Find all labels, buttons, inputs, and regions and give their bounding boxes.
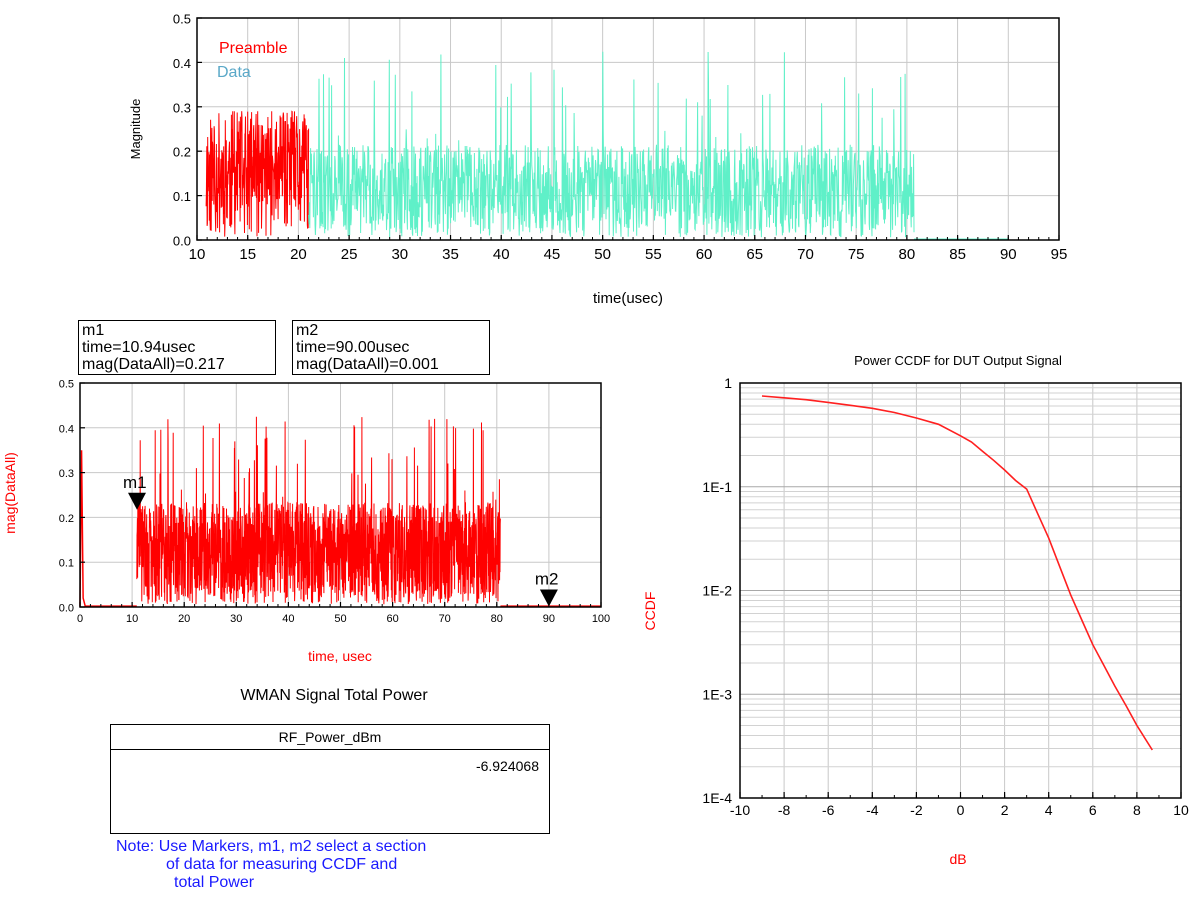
- y-tick-label: 0.1: [173, 189, 191, 204]
- x-tick-label: 40: [282, 613, 294, 625]
- marker-m2-readout-mag: mag(DataAll)=0.001: [296, 356, 439, 373]
- marker-m1-readout-name: m1: [82, 322, 105, 339]
- y-tick-label: 0.5: [59, 379, 74, 391]
- x-tick-label: -8: [778, 802, 791, 818]
- note-line-1: Note: Use Markers, m1, m2 select a secti…: [116, 838, 427, 855]
- x-tick-label: 4: [1045, 802, 1053, 818]
- x-tick-label: 40: [493, 246, 510, 263]
- x-tick-label: 100: [592, 613, 610, 625]
- marker-m2-readout-name: m2: [296, 322, 319, 339]
- marker-note: Note: Use Markers, m1, m2 select a secti…: [110, 838, 570, 892]
- series-leading-segment: [79, 450, 137, 607]
- y-tick-label: 0.2: [173, 145, 191, 160]
- y-tick-label: 0.0: [173, 234, 191, 249]
- x-tick-label: 60: [386, 613, 398, 625]
- chart-1-magnitude-vs-time: 10 15 20 25 30 35 40 45 50 55 60 65 70 75 80 85 90 95 0.0 0…: [128, 12, 1067, 308]
- x-tick-label: 65: [746, 246, 763, 263]
- x-tick-label: 90: [543, 613, 555, 625]
- x-tick-label: 85: [949, 246, 966, 263]
- chart-3-y-axis-label: CCDF: [642, 592, 658, 631]
- note-line-2: of data for measuring CCDF and: [166, 856, 398, 873]
- power-table-title: WMAN Signal Total Power: [240, 687, 428, 704]
- y-tick-label: 0.0: [59, 603, 74, 615]
- x-tick-label: 50: [594, 246, 611, 263]
- x-tick-label: 75: [848, 246, 865, 263]
- marker-m1-label: m1: [123, 473, 147, 492]
- chart-1-plot-frame: [196, 17, 1060, 241]
- marker-m1-triangle: [127, 492, 146, 510]
- x-tick-label: 0: [957, 802, 965, 818]
- x-tick-label: 90: [1000, 246, 1017, 263]
- x-tick-label: 30: [230, 613, 242, 625]
- chart-2-magdataall-vs-time: 0 10 20 30 40 50 60 70 80 90 100 0.0 0.1 0.2 0.3 0.4 0.5…: [2, 379, 610, 665]
- chart-2-y-axis-label: mag(DataAll): [2, 452, 18, 534]
- y-tick-label: 0.1: [59, 558, 74, 570]
- y-tick-label: 1E-3: [702, 686, 732, 702]
- chart-1-x-axis-label: time(usec): [593, 290, 663, 307]
- x-tick-label: 80: [491, 613, 503, 625]
- x-tick-label: -4: [866, 802, 879, 818]
- ccdf-curve: [761, 395, 1153, 751]
- y-tick-label: 0.2: [59, 513, 74, 525]
- marker-m2-triangle: [539, 589, 558, 607]
- x-tick-label: 10: [126, 613, 138, 625]
- x-tick-label: -6: [822, 802, 835, 818]
- x-tick-label: 30: [391, 246, 408, 263]
- power-table-value: -6.924068: [475, 758, 539, 774]
- x-tick-label: 2: [1001, 802, 1009, 818]
- y-tick-label: 1E-1: [702, 479, 732, 495]
- x-tick-label: 50: [334, 613, 346, 625]
- marker-m2-label: m2: [535, 570, 559, 589]
- note-line-3: total Power: [174, 874, 255, 891]
- chart-3-x-axis-label: dB: [949, 851, 966, 867]
- y-tick-label: 1: [724, 375, 732, 391]
- x-tick-label: 8: [1133, 802, 1141, 818]
- x-tick-label: -10: [730, 802, 750, 818]
- marker-m1-readout-mag: mag(DataAll)=0.217: [82, 356, 225, 373]
- x-tick-label: 35: [442, 246, 459, 263]
- y-tick-label: 0.4: [59, 423, 74, 435]
- series-data-line: [308, 51, 915, 238]
- legend-preamble-label: Preamble: [219, 40, 288, 57]
- chart-3-power-ccdf: Power CCDF for DUT Output Signal -10 -8 -6…: [642, 353, 1189, 867]
- y-tick-label: 0.3: [173, 100, 191, 115]
- x-tick-label: 80: [899, 246, 916, 263]
- marker-m2-readout-time: time=90.00usec: [296, 339, 410, 356]
- chart-2-x-axis-label: time, usec: [308, 648, 372, 664]
- marker-m2-readout: m2 time=90.00usec mag(DataAll)=0.001: [292, 320, 490, 375]
- y-tick-label: 0.4: [173, 56, 191, 71]
- x-tick-label: 10: [1173, 802, 1189, 818]
- x-tick-label: 70: [797, 246, 814, 263]
- marker-m1-readout-time: time=10.94usec: [82, 339, 196, 356]
- legend-data-label: Data: [217, 64, 251, 81]
- x-tick-label: 20: [178, 613, 190, 625]
- chart-1-y-axis-label: Magnitude: [128, 99, 143, 160]
- x-tick-label: 55: [645, 246, 662, 263]
- y-tick-label: 0.3: [59, 468, 74, 480]
- x-tick-label: 95: [1051, 246, 1068, 263]
- y-tick-label: 0.5: [173, 12, 191, 27]
- x-tick-label: 6: [1089, 802, 1097, 818]
- x-tick-label: 25: [341, 246, 358, 263]
- x-tick-label: 45: [544, 246, 561, 263]
- y-tick-label: 1E-4: [702, 790, 732, 806]
- marker-m1-readout: m1 time=10.94usec mag(DataAll)=0.217: [78, 320, 276, 375]
- series-magdataall-line: [136, 416, 501, 605]
- x-tick-label: 20: [290, 246, 307, 263]
- series-preamble-line: [205, 110, 310, 237]
- x-tick-label: -2: [910, 802, 923, 818]
- x-tick-label: 70: [439, 613, 451, 625]
- y-tick-label: 1E-2: [702, 583, 732, 599]
- power-table: RF_Power_dBm -6.924068: [110, 724, 550, 834]
- x-tick-label: 10: [189, 246, 206, 263]
- x-tick-label: 60: [696, 246, 713, 263]
- power-table-column-header: RF_Power_dBm: [111, 725, 549, 750]
- x-tick-label: 15: [239, 246, 256, 263]
- chart-3-title: Power CCDF for DUT Output Signal: [854, 353, 1062, 368]
- x-tick-label: 0: [77, 613, 83, 625]
